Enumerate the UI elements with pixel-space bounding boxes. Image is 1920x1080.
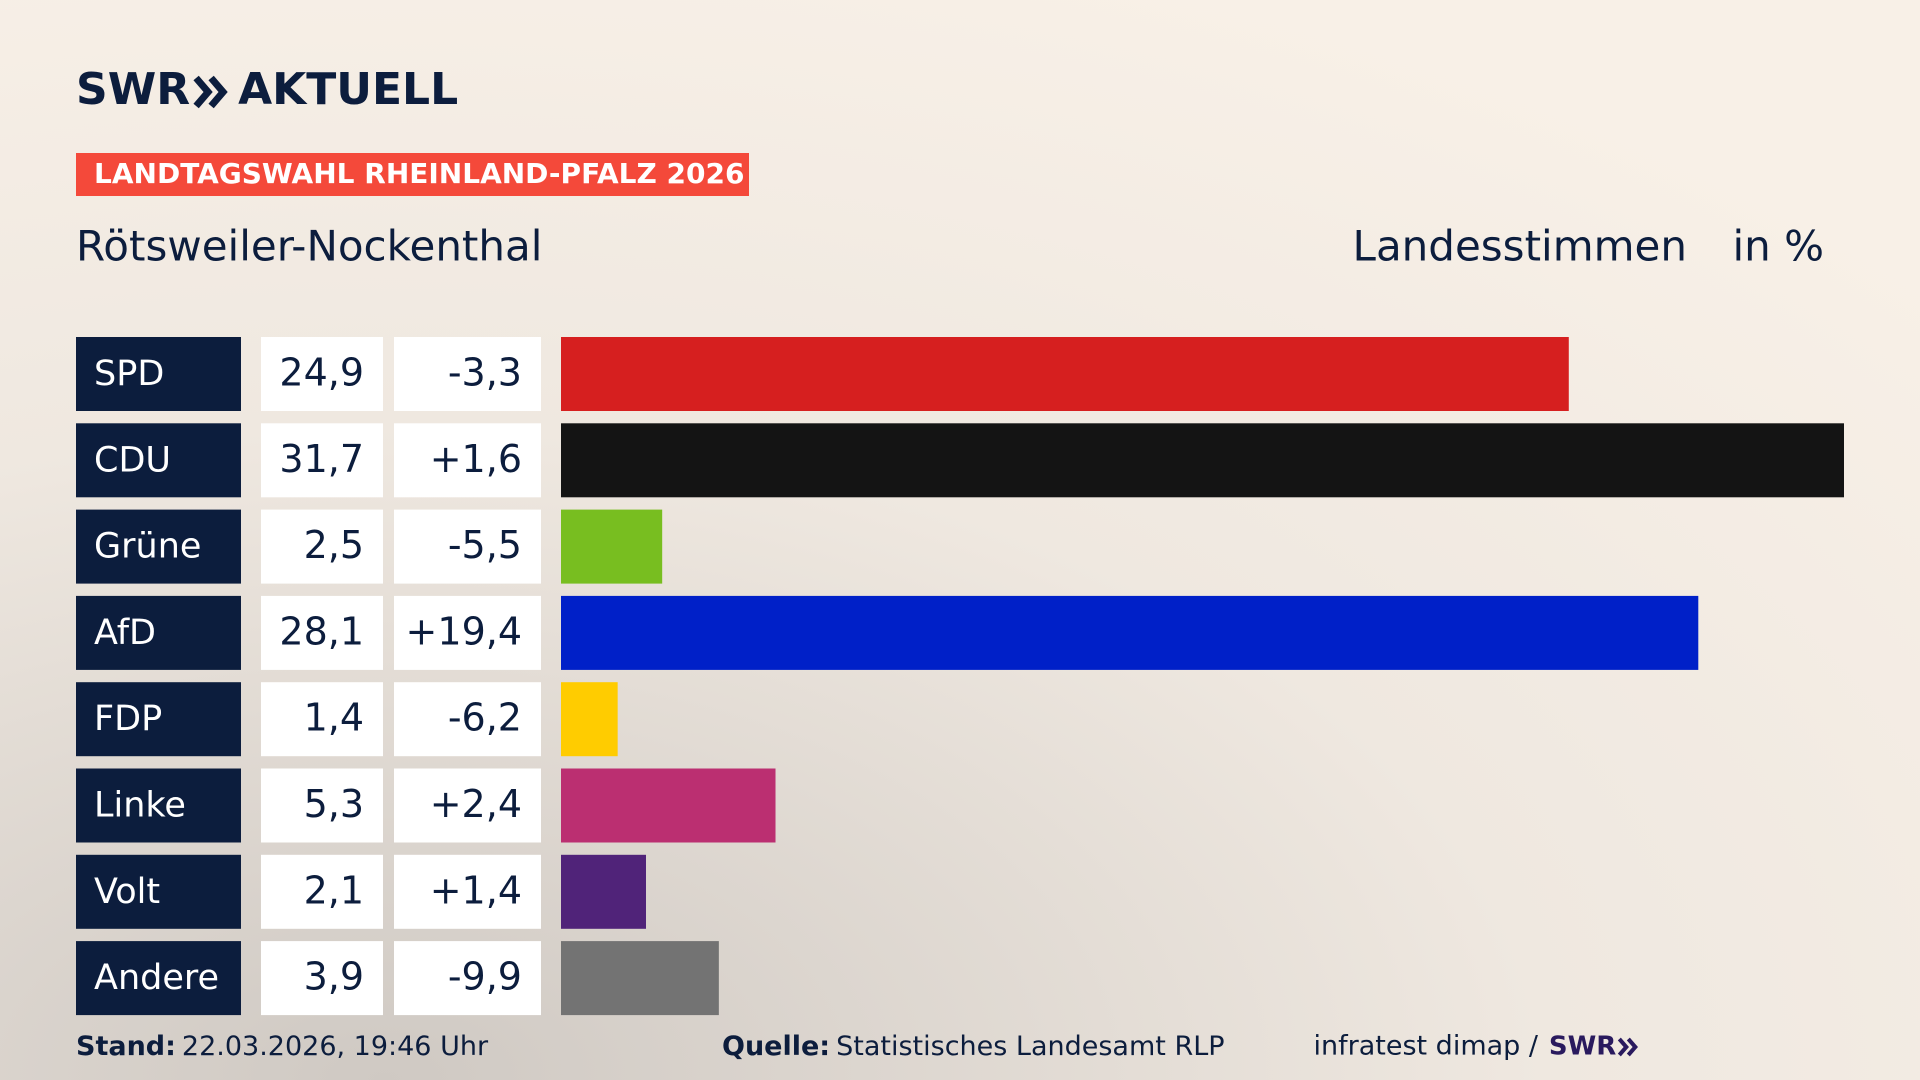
source-value: Statistisches Landesamt RLP <box>836 1031 1224 1062</box>
value-box <box>261 337 383 411</box>
change-box <box>394 768 541 843</box>
source-label: Quelle: <box>722 1031 830 1062</box>
footer-credit: infratest dimap / <box>1313 1031 1538 1062</box>
party-box <box>76 854 241 929</box>
party-box <box>76 509 241 584</box>
value-label: 3,9 <box>304 955 364 999</box>
value-label: 2,1 <box>304 868 364 912</box>
bar <box>561 337 1569 411</box>
change-box <box>394 509 541 584</box>
change-label: -5,5 <box>448 523 522 567</box>
rows: SPD 24,9 -3,3 CDU 31,7 +1,6 Grüne 2,5 -5,5 AfD 28,… <box>76 337 1844 1016</box>
change-box <box>394 682 541 757</box>
change-box <box>394 595 541 670</box>
change-box <box>394 337 541 411</box>
value-label: 24,9 <box>279 351 364 395</box>
unit-heading: in % <box>1732 222 1824 271</box>
value-box <box>261 941 383 1016</box>
party-box <box>76 595 241 670</box>
party-box <box>76 337 241 411</box>
party-box <box>76 941 241 1016</box>
value-heading: Landesstimmen <box>1353 222 1687 271</box>
logo-chevrons <box>193 75 228 109</box>
party-label: Andere <box>94 958 219 998</box>
chart-title: Rötsweiler-Nockenthal <box>76 222 542 271</box>
bar <box>561 423 1844 498</box>
change-label: +19,4 <box>406 609 522 653</box>
value-box <box>261 768 383 843</box>
change-label: -6,2 <box>448 696 522 740</box>
change-label: +1,6 <box>430 437 522 481</box>
party-label: AfD <box>94 613 156 653</box>
logo: SWR <box>76 64 190 115</box>
bar <box>561 595 1699 670</box>
party-label: Volt <box>94 872 160 912</box>
value-box <box>261 682 383 757</box>
value-box <box>261 595 383 670</box>
bar <box>561 509 663 584</box>
stand-label: Stand: <box>76 1031 176 1062</box>
value-box <box>261 423 383 498</box>
bar <box>561 682 618 757</box>
change-label: -3,3 <box>448 351 522 395</box>
value-box <box>261 509 383 584</box>
value-box <box>261 854 383 929</box>
banner-text: LANDTAGSWAHL RHEINLAND-PFALZ 2026 <box>94 157 744 190</box>
change-box <box>394 423 541 498</box>
bar <box>561 768 776 843</box>
change-box <box>394 854 541 929</box>
party-box <box>76 768 241 843</box>
change-label: +2,4 <box>430 782 522 826</box>
bar <box>561 941 719 1016</box>
footer-logo-chevrons <box>1617 1037 1638 1057</box>
value-label: 5,3 <box>304 782 364 826</box>
footer-logo: SWR <box>1549 1032 1616 1062</box>
footer-source: Quelle: Statistisches Landesamt RLP <box>722 1031 1225 1062</box>
bar <box>561 854 646 929</box>
party-box <box>76 423 241 498</box>
value-label: 1,4 <box>304 696 364 740</box>
footer-stand: Stand: 22.03.2026, 19:46 Uhr <box>76 1031 489 1062</box>
party-label: FDP <box>94 699 162 739</box>
value-label: 31,7 <box>279 437 364 481</box>
banner <box>76 153 749 196</box>
party-label: CDU <box>94 440 171 480</box>
stand-value: 22.03.2026, 19:46 Uhr <box>182 1031 489 1062</box>
value-label: 28,1 <box>279 609 364 653</box>
party-box <box>76 682 241 757</box>
party-label: Linke <box>94 786 186 826</box>
change-label: -9,9 <box>448 955 522 999</box>
party-label: Grüne <box>94 527 201 567</box>
change-label: +1,4 <box>430 868 522 912</box>
change-box <box>394 941 541 1016</box>
party-label: SPD <box>94 354 164 394</box>
value-label: 2,5 <box>304 523 364 567</box>
section-title: AKTUELL <box>238 64 458 115</box>
